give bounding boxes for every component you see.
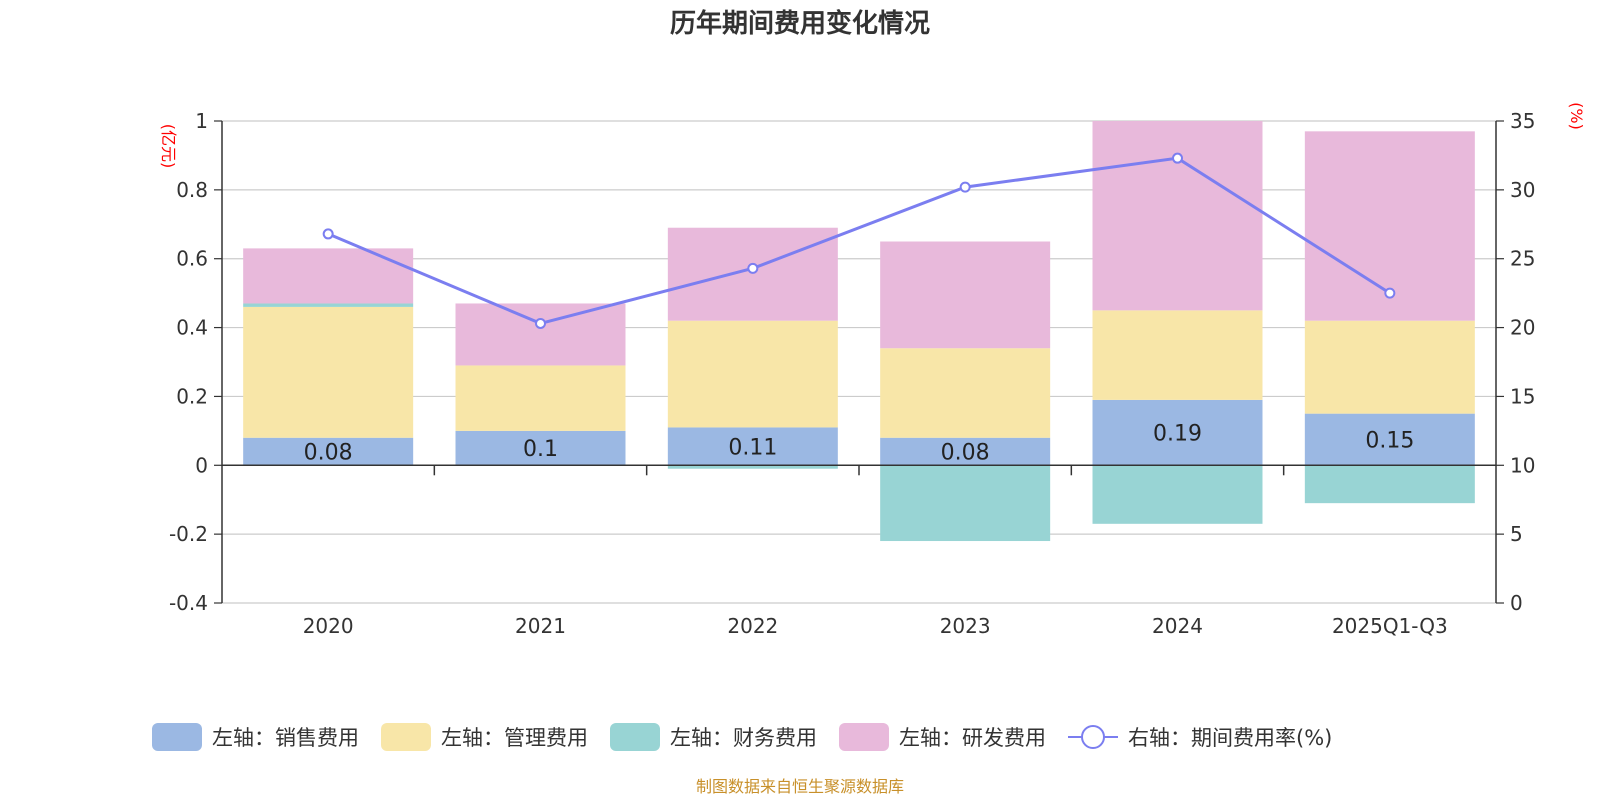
legend-label-4: 左轴：研发费用 — [899, 726, 1046, 750]
data-label: 0.08 — [304, 441, 353, 466]
bar-1-2023 — [880, 437, 1051, 466]
left-axis-unit: (亿元) — [159, 124, 178, 169]
legend-swatch-2 — [381, 723, 431, 751]
legend: 左轴：销售费用 左轴：管理费用 左轴：财务费用 左轴：研发费用 右轴：期间费用率(%) — [152, 723, 1332, 751]
rate-point-2024 — [1172, 152, 1183, 164]
bar-4-2024 — [1092, 121, 1263, 311]
legend-label-line: 右轴：期间费用率(%) — [1128, 726, 1332, 750]
legend-swatch-1 — [152, 723, 202, 751]
right-tick-label: 5 — [1510, 522, 1523, 546]
x-label: 2023 — [940, 614, 991, 638]
left-tick-label: 0.6 — [176, 247, 208, 271]
data-label: 0.08 — [941, 441, 990, 466]
bar-1-2022 — [667, 427, 838, 466]
x-label: 2022 — [727, 614, 778, 638]
legend-label-1: 左轴：销售费用 — [212, 726, 359, 750]
left-axis: 1 0.8 0.6 0.4 0.2 0 -0.2 -0.4 — [169, 109, 222, 615]
legend-swatch-4 — [839, 723, 889, 751]
left-tick-label: 1 — [195, 109, 208, 133]
bar-2-2021 — [455, 365, 626, 431]
bar-3-2023 — [880, 465, 1051, 542]
bar-4-2023 — [880, 241, 1051, 349]
rate-point-2020 — [322, 228, 334, 240]
rate-point-2022 — [747, 262, 759, 274]
right-tick-label: 15 — [1510, 384, 1535, 408]
data-label: 0.15 — [1365, 428, 1414, 453]
right-tick-label: 20 — [1510, 316, 1535, 340]
bar-2-2023 — [880, 348, 1051, 438]
rate-point-2021 — [535, 317, 546, 329]
right-tick-label: 30 — [1510, 178, 1535, 202]
rate-point-2023 — [959, 181, 971, 193]
bar-3-2022 — [667, 465, 838, 469]
x-axis-labels: 2020 2021 2022 2023 2024 2025Q1-Q3 — [303, 614, 1448, 638]
bar-3-2024 — [1092, 465, 1263, 524]
x-label: 2025Q1-Q3 — [1332, 614, 1448, 638]
bar-2-2025Q1-Q3 — [1304, 320, 1475, 414]
bar-1-2025Q1-Q3 — [1304, 413, 1475, 466]
bar-2-2024 — [1092, 310, 1263, 400]
chart-title: 历年期间费用变化情况 — [670, 8, 930, 39]
bar-1-2021 — [455, 430, 626, 466]
axes — [221, 121, 1497, 603]
bar-1-2024 — [1092, 399, 1263, 466]
left-tick-label: 0 — [195, 453, 208, 477]
legend-line-marker — [1081, 725, 1105, 749]
bar-4-2021 — [455, 303, 626, 366]
right-axis: 35 30 25 20 15 10 5 0 — [1496, 109, 1535, 615]
left-tick-label: 0.8 — [176, 178, 208, 202]
x-label: 2021 — [515, 614, 566, 638]
rate-line — [322, 152, 1396, 329]
right-tick-label: 10 — [1510, 453, 1535, 477]
bar-4-2020 — [243, 248, 414, 304]
legend-label-2: 左轴：管理费用 — [441, 726, 588, 750]
bar-3-2025Q1-Q3 — [1304, 465, 1475, 504]
bar-2-2022 — [667, 320, 838, 428]
x-label: 2020 — [303, 614, 354, 638]
legend-swatch-3 — [610, 723, 660, 751]
bar-1-2020 — [243, 437, 414, 466]
data-labels: 0.08 0.1 0.11 0.08 0.19 0.15 — [304, 422, 1415, 466]
data-label: 0.1 — [523, 437, 558, 462]
left-tick-label: 0.4 — [176, 316, 208, 340]
source-note: 制图数据来自恒生聚源数据库 — [696, 777, 904, 796]
legend-label-3: 左轴：财务费用 — [670, 726, 817, 750]
bar-series — [243, 121, 1475, 542]
bar-2-2020 — [243, 306, 414, 438]
rate-point-2025Q1-Q3 — [1384, 287, 1396, 299]
data-label: 0.11 — [728, 435, 777, 460]
left-tick-label: -0.2 — [169, 522, 208, 546]
bar-4-2022 — [667, 227, 838, 321]
data-label: 0.19 — [1153, 422, 1202, 447]
x-label: 2024 — [1152, 614, 1203, 638]
bar-3-2020 — [243, 303, 414, 307]
right-axis-unit: (%) — [1567, 102, 1586, 130]
right-tick-label: 35 — [1510, 109, 1535, 133]
left-tick-label: -0.4 — [169, 591, 208, 615]
right-tick-label: 25 — [1510, 247, 1535, 271]
left-tick-label: 0.2 — [176, 384, 208, 408]
right-tick-label: 0 — [1510, 591, 1523, 615]
rate-line-path — [327, 156, 1391, 326]
